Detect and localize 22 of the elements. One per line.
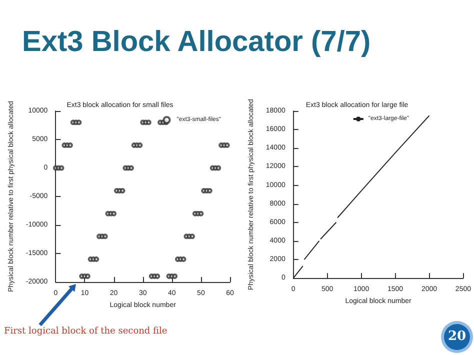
point bbox=[102, 234, 108, 240]
point bbox=[120, 188, 126, 194]
point bbox=[206, 188, 212, 194]
point bbox=[146, 120, 152, 126]
point bbox=[180, 256, 186, 262]
text: First logical block of the second file bbox=[4, 326, 168, 336]
point bbox=[216, 165, 222, 171]
point bbox=[198, 210, 204, 216]
point bbox=[137, 142, 143, 148]
point bbox=[58, 165, 64, 171]
point bbox=[111, 210, 117, 216]
point bbox=[224, 142, 230, 148]
point bbox=[128, 165, 134, 171]
point bbox=[84, 274, 90, 280]
point bbox=[94, 256, 100, 262]
text: Ext3 Block Allocator (7/7) bbox=[22, 26, 371, 59]
point bbox=[76, 120, 82, 126]
text: 20 bbox=[444, 324, 470, 350]
point bbox=[172, 274, 178, 280]
point bbox=[189, 234, 195, 240]
point bbox=[154, 274, 160, 280]
point bbox=[67, 142, 73, 148]
